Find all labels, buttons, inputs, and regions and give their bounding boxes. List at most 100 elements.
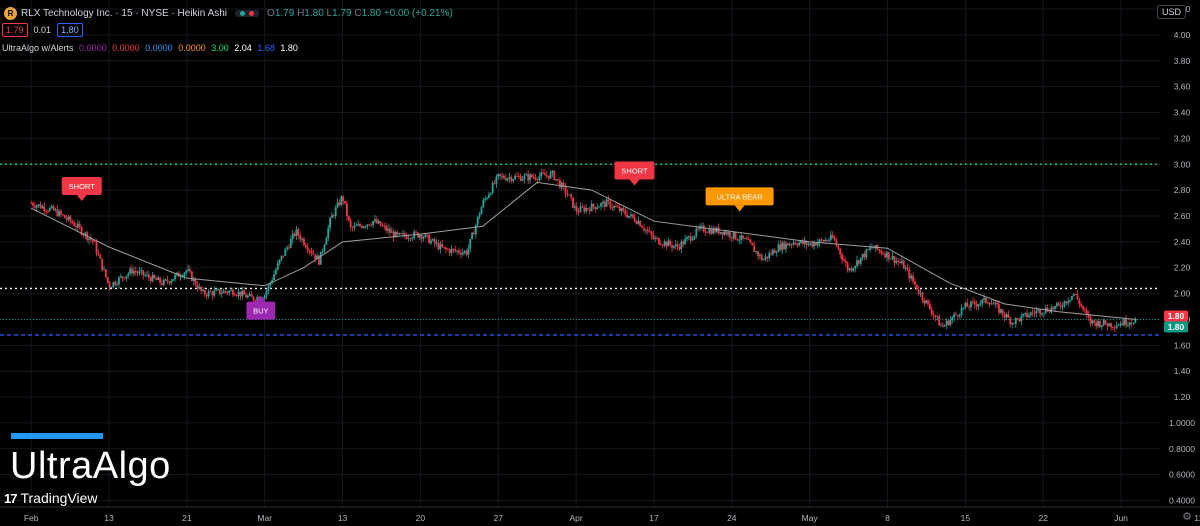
y-tick-label: 2.40 [1174, 237, 1191, 247]
candle-body [1125, 319, 1127, 326]
candle-body [30, 203, 33, 204]
candle-body [626, 214, 629, 218]
candle-body [527, 174, 530, 181]
candle-body [639, 220, 642, 227]
candle-body [478, 214, 481, 217]
candle-body [512, 179, 515, 182]
candle-body [275, 269, 277, 275]
candle-body [869, 247, 871, 250]
indicator-legend[interactable]: UltraAlgo w/Alerts 0.0000 0.0000 0.0000 … [2, 43, 298, 53]
candle-body [1048, 311, 1051, 313]
candle-body [357, 224, 360, 226]
candle-body [327, 227, 330, 239]
price-axis[interactable]: 4.204.003.803.603.403.203.002.802.602.40… [1160, 0, 1200, 526]
candle-body [1076, 294, 1079, 300]
candle-body [915, 284, 918, 290]
candle-body [185, 270, 188, 273]
candle-body [936, 316, 939, 318]
candle-body [835, 240, 838, 246]
candle-body [925, 300, 928, 304]
candle-body [458, 250, 460, 253]
candle-body [801, 240, 804, 244]
candle-body [951, 317, 954, 320]
candle-body [390, 231, 393, 233]
candle-body [717, 227, 720, 234]
candle-body [123, 277, 126, 279]
candle-body [211, 292, 214, 296]
candle-body [420, 234, 423, 239]
candle-body [377, 221, 380, 224]
candle-body [207, 291, 210, 297]
y-tick-label: 1.60 [1174, 340, 1191, 350]
candle-body [39, 204, 42, 209]
candle-body [161, 282, 163, 285]
candle-body [476, 216, 479, 225]
market-status-pill[interactable] [235, 9, 260, 17]
y-tick-label: 1.20 [1174, 392, 1191, 402]
tradingview-wordmark: TradingView [20, 490, 98, 506]
signal-label: BUY [253, 307, 268, 316]
candle-body [465, 250, 468, 255]
candle-body [116, 284, 118, 286]
candle-body [456, 250, 459, 252]
candle-body [325, 238, 328, 245]
x-tick-label: 20 [416, 513, 426, 523]
candle-body [133, 270, 135, 274]
candle-body [663, 241, 666, 246]
candle-body [983, 297, 985, 300]
candle-body [170, 280, 173, 284]
currency-button[interactable]: USD [1156, 5, 1186, 19]
candle-body [910, 275, 913, 279]
candle-body [928, 303, 931, 310]
candle-body [618, 207, 621, 212]
symbol-title[interactable]: RLX Technology Inc. · 15 · NYSE · Heikin… [21, 7, 228, 19]
last-price-tag [1164, 321, 1188, 333]
candle-body [349, 220, 352, 228]
candle-body [1003, 314, 1006, 318]
candle-body [504, 178, 507, 181]
time-axis[interactable]: Feb1321Mar132027Apr1724May81522Jun1220 [0, 506, 1200, 523]
candle-body [697, 228, 700, 230]
candle-body [631, 214, 634, 218]
candle-body [286, 247, 289, 250]
candle-body [289, 239, 292, 248]
candle-body [695, 228, 698, 236]
market-open-dot-icon [240, 10, 246, 16]
candle-body [914, 281, 916, 285]
candle-body [265, 291, 268, 296]
candle-body [807, 244, 810, 246]
candle-body [947, 320, 950, 326]
candle-body [202, 289, 204, 292]
candle-body [463, 250, 466, 253]
y-tick-label: 2.80 [1174, 185, 1191, 195]
candle-body [684, 238, 687, 245]
candle-body [252, 296, 255, 301]
candle-body [773, 250, 776, 254]
candle-body [237, 291, 240, 296]
candle-body [560, 182, 563, 188]
candle-body [725, 231, 728, 235]
candle-body [534, 177, 537, 180]
candle-body [506, 178, 509, 181]
candle-body [1112, 327, 1114, 329]
candle-body [368, 224, 371, 226]
candle-body [594, 206, 597, 210]
settings-gear-icon[interactable]: ⚙ [1182, 511, 1192, 523]
candle-body [734, 232, 737, 240]
tradingview-logo: 17 TradingView [4, 490, 98, 506]
candle-body [387, 228, 389, 231]
sell-button[interactable]: 1.79 [2, 23, 28, 37]
candle-body [1130, 322, 1133, 324]
candle-body [256, 297, 259, 302]
candle-body [846, 262, 849, 271]
candle-body [351, 227, 354, 229]
candle-body [112, 281, 115, 287]
candle-body [1061, 306, 1064, 308]
buy-button[interactable]: 1.80 [57, 23, 83, 37]
candle-body [129, 268, 132, 274]
candle-body [790, 244, 793, 246]
candle-body [418, 234, 421, 238]
x-tick-label: Feb [24, 513, 39, 523]
signal-box [246, 301, 276, 320]
